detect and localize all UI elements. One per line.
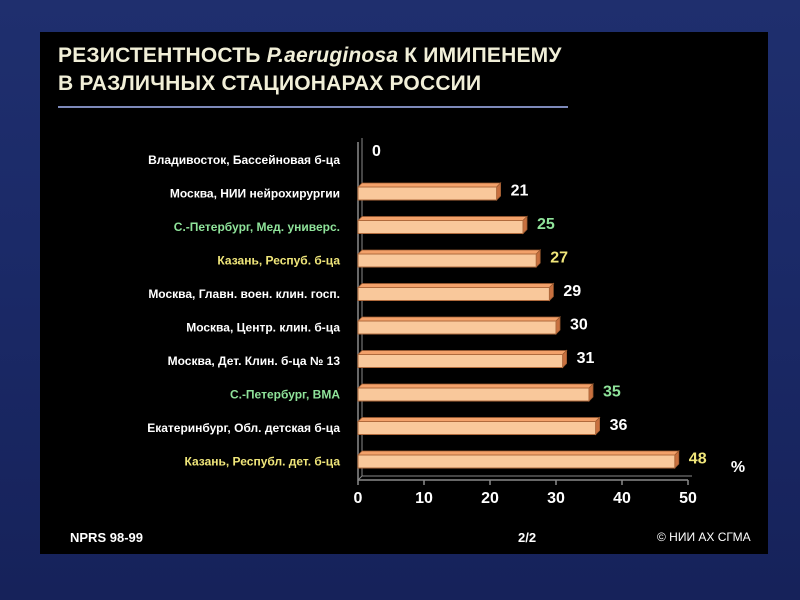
title-prefix: РЕЗИСТЕНТНОСТЬ: [58, 44, 267, 67]
bar-top-5: [357, 316, 561, 322]
bar-top-2: [357, 216, 528, 221]
x-tick-label-10: 10: [415, 490, 433, 507]
category-label-4: Москва, Главн. воен. клин. госп.: [148, 287, 340, 301]
bar-4: [357, 287, 550, 301]
x-tick-label-0: 0: [354, 490, 363, 507]
bar-9: [357, 454, 676, 469]
x-tick-label-50: 50: [679, 490, 697, 507]
category-label-3: Казань, Респуб. б-ца: [217, 254, 340, 268]
category-label-0: Владивосток, Бассейновая б-ца: [148, 153, 340, 167]
title-underline: [58, 106, 568, 108]
x-axis-unit-label: %: [731, 459, 745, 476]
copyright-note: © НИИ АХ СГМА: [657, 530, 751, 544]
x-tick-label-30: 30: [547, 490, 565, 507]
slide: РЕЗИСТЕНТНОСТЬ P.aeruginosa К ИМИПЕНЕМУ …: [40, 32, 768, 554]
category-label-8: Екатеринбург, Обл. детская б-ца: [147, 421, 340, 435]
bar-7: [357, 387, 590, 402]
category-label-7: С.-Петербург, ВМА: [230, 388, 340, 402]
value-label-3: 27: [550, 250, 568, 267]
category-label-6: Москва, Дет. Клин. б-ца № 13: [168, 354, 341, 368]
category-label-5: Москва, Центр. клин. б-ца: [186, 321, 340, 335]
value-label-4: 29: [563, 283, 581, 300]
x-tick-label-40: 40: [613, 490, 631, 507]
category-label-1: Москва, НИИ нейрохирургии: [170, 187, 340, 201]
bar-top-4: [357, 283, 555, 288]
bar-top-1: [357, 182, 502, 188]
value-label-2: 25: [537, 216, 555, 233]
title-suffix: К ИМИПЕНЕМУ: [398, 44, 562, 67]
title-line2: В РАЗЛИЧНЫХ СТАЦИОНАРАХ РОССИИ: [58, 72, 482, 95]
resistance-bar-chart: 0 10 20 30 40 50% Владивосток, Бассейновая б-ц…: [147, 138, 745, 507]
bar-top-9: [357, 450, 680, 456]
value-label-1: 21: [511, 183, 529, 200]
category-label-2: С.-Петербург, Мед. универс.: [174, 220, 340, 234]
x-tick-label-20: 20: [481, 490, 499, 507]
axis-corner: [357, 475, 363, 481]
value-label-7: 35: [603, 384, 621, 401]
value-label-5: 30: [570, 317, 588, 334]
value-label-0: 0: [372, 143, 381, 160]
page-number: 2/2: [518, 530, 537, 545]
slide-title: РЕЗИСТЕНТНОСТЬ P.aeruginosa К ИМИПЕНЕМУ …: [58, 42, 758, 98]
value-label-9: 48: [689, 451, 707, 468]
bar-5: [357, 320, 557, 335]
bar-3: [357, 253, 537, 268]
bar-top-3: [357, 249, 542, 255]
category-label-9: Казань, Республ. дет. б-ца: [184, 455, 340, 469]
value-label-6: 31: [577, 350, 595, 367]
source-note: NPRS 98-99: [70, 530, 143, 545]
bar-top-6: [357, 350, 568, 355]
value-label-8: 36: [610, 417, 628, 434]
bar-8: [357, 421, 597, 435]
bar-top-8: [357, 417, 601, 422]
bar-2: [357, 220, 524, 234]
bar-6: [357, 354, 564, 368]
title-species: P.aeruginosa: [266, 44, 399, 67]
bar-1: [357, 186, 498, 201]
bar-top-7: [357, 383, 594, 389]
